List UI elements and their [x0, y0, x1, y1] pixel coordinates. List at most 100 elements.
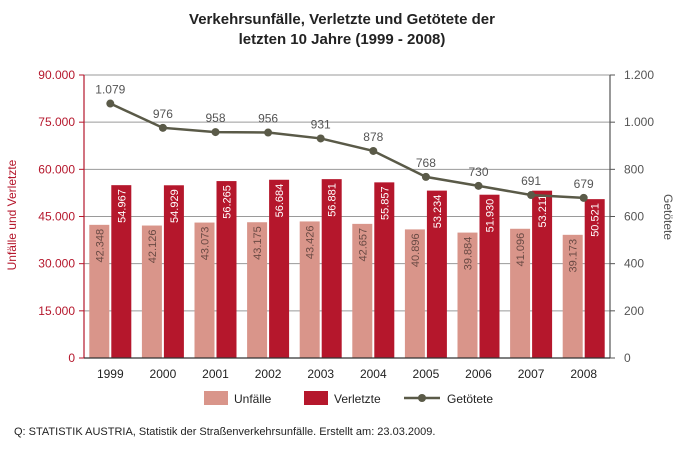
x-tick-label: 2003	[307, 367, 334, 381]
y-tick-label-right: 800	[624, 162, 644, 176]
line-label-getoetete: 679	[574, 177, 594, 191]
legend: Unfälle Verletzte Getötete	[204, 391, 493, 406]
line-label-getoetete: 730	[468, 165, 488, 179]
x-tick-label: 2007	[518, 367, 545, 381]
y-tick-label-right: 200	[624, 304, 644, 318]
x-tick-label: 1999	[97, 367, 124, 381]
line-point-getoetete	[527, 191, 536, 200]
line-point-getoetete	[106, 99, 115, 108]
line-label-getoetete: 768	[416, 156, 436, 170]
line-label-getoetete: 976	[153, 107, 173, 121]
bar-verletzte	[479, 194, 500, 358]
bar-verletzte	[163, 185, 184, 358]
bar-label-unfaelle: 41.096	[515, 233, 527, 267]
legend-swatch-verletzte	[304, 391, 328, 405]
bar-label-verletzte: 53.211	[537, 195, 549, 228]
y-tick-label-right: 1.200	[624, 68, 654, 82]
bar-label-unfaelle: 39.884	[463, 237, 475, 271]
y-tick-label-left: 15.000	[38, 304, 75, 318]
bar-verletzte	[269, 179, 290, 358]
bar-label-unfaelle: 42.348	[94, 229, 106, 263]
line-label-getoetete: 878	[363, 130, 383, 144]
y-tick-label-right: 600	[624, 210, 644, 224]
bar-verletzte	[321, 179, 342, 358]
bar-label-verletzte: 56.684	[274, 184, 286, 218]
bar-verletzte	[584, 199, 605, 358]
bar-verletzte	[216, 181, 237, 358]
bar-label-unfaelle: 42.657	[357, 228, 369, 262]
bar-label-verletzte: 55.857	[379, 186, 391, 220]
bar-label-verletzte: 50.521	[590, 203, 602, 237]
y-axis-label-right: Getötete	[661, 194, 675, 240]
bar-label-unfaelle: 43.426	[305, 225, 317, 259]
x-tick-label: 2005	[413, 367, 440, 381]
bars: 42.348 54.967 42.126 54.929 43.073 56.265 43.1…	[89, 179, 605, 358]
y-tick-label-left: 60.000	[38, 162, 75, 176]
bar-verletzte	[111, 185, 132, 358]
chart-title-line-2: letzten 10 Jahre (1999 - 2008)	[239, 31, 446, 48]
line-label-getoetete: 691	[521, 174, 541, 188]
legend-label-unfaelle: Unfälle	[234, 392, 272, 406]
bar-label-unfaelle: 43.175	[252, 226, 264, 260]
bar-label-unfaelle: 40.896	[410, 233, 422, 267]
bar-unfaelle	[562, 234, 583, 358]
bar-label-unfaelle: 43.073	[200, 227, 212, 261]
x-tick-label: 2002	[255, 367, 282, 381]
bar-unfaelle	[457, 232, 478, 358]
bar-unfaelle	[299, 221, 320, 358]
y-tick-label-right: 1.000	[624, 115, 654, 129]
line-point-getoetete	[369, 146, 378, 155]
x-tick-label: 2000	[150, 367, 177, 381]
y-tick-label-right: 400	[624, 257, 644, 271]
line-getoetete	[109, 102, 584, 200]
bar-unfaelle	[510, 228, 531, 358]
bar-unfaelle	[247, 222, 268, 358]
bar-verletzte	[532, 190, 553, 358]
axes: 0 15.000 30.000 45.000 60.000 75.000 90.000 0 20…	[38, 68, 654, 381]
line-point-getoetete	[158, 123, 167, 132]
x-tick-label: 2001	[202, 367, 229, 381]
bar-unfaelle	[194, 222, 215, 358]
bar-label-verletzte: 51.930	[485, 199, 497, 233]
y-tick-label-left: 0	[68, 351, 75, 365]
line-point-getoetete	[421, 172, 430, 181]
bar-verletzte	[374, 182, 395, 358]
line-label-getoetete: 1.079	[95, 83, 125, 97]
y-tick-label-left: 30.000	[38, 257, 75, 271]
bar-label-verletzte: 56.881	[327, 183, 339, 217]
line-point-getoetete	[211, 128, 220, 137]
bar-label-unfaelle: 42.126	[147, 230, 159, 264]
bar-label-unfaelle: 39.173	[568, 239, 580, 273]
legend-swatch-unfaelle	[204, 391, 228, 405]
bar-label-verletzte: 53.234	[432, 195, 444, 229]
line-point-getoetete	[579, 193, 588, 202]
bar-unfaelle	[141, 225, 162, 358]
x-tick-label: 2006	[465, 367, 492, 381]
bar-label-verletzte: 56.265	[222, 185, 234, 219]
y-tick-label-left: 45.000	[38, 210, 75, 224]
legend-label-getoetete: Getötete	[447, 392, 493, 406]
bar-unfaelle	[89, 224, 110, 358]
source-note: Q: STATISTIK AUSTRIA, Statistik der Stra…	[14, 426, 435, 438]
legend-label-verletzte: Verletzte	[334, 392, 381, 406]
line-point-getoetete	[264, 128, 273, 137]
bar-label-verletzte: 54.929	[169, 189, 181, 223]
y-tick-label-left: 75.000	[38, 115, 75, 129]
bar-verletzte	[426, 190, 447, 358]
line-point-getoetete	[316, 134, 325, 143]
line-series: 1.079 976 958 956 931 878 768 730 691 679	[95, 83, 594, 202]
bar-label-verletzte: 54.967	[116, 189, 128, 223]
chart-title-line-1: Verkehrsunfälle, Verletzte und Getötete …	[189, 11, 495, 28]
x-tick-label: 2004	[360, 367, 387, 381]
y-axis-label-left: Unfälle und Verletzte	[5, 159, 19, 270]
line-label-getoetete: 956	[258, 112, 278, 126]
x-tick-label: 2008	[570, 367, 597, 381]
bar-unfaelle	[352, 223, 373, 358]
y-tick-label-right: 0	[624, 351, 631, 365]
line-label-getoetete: 931	[311, 117, 331, 131]
bar-unfaelle	[404, 229, 425, 358]
line-point-getoetete	[474, 181, 483, 190]
line-label-getoetete: 958	[205, 111, 225, 125]
legend-marker-getoetete	[418, 394, 426, 402]
